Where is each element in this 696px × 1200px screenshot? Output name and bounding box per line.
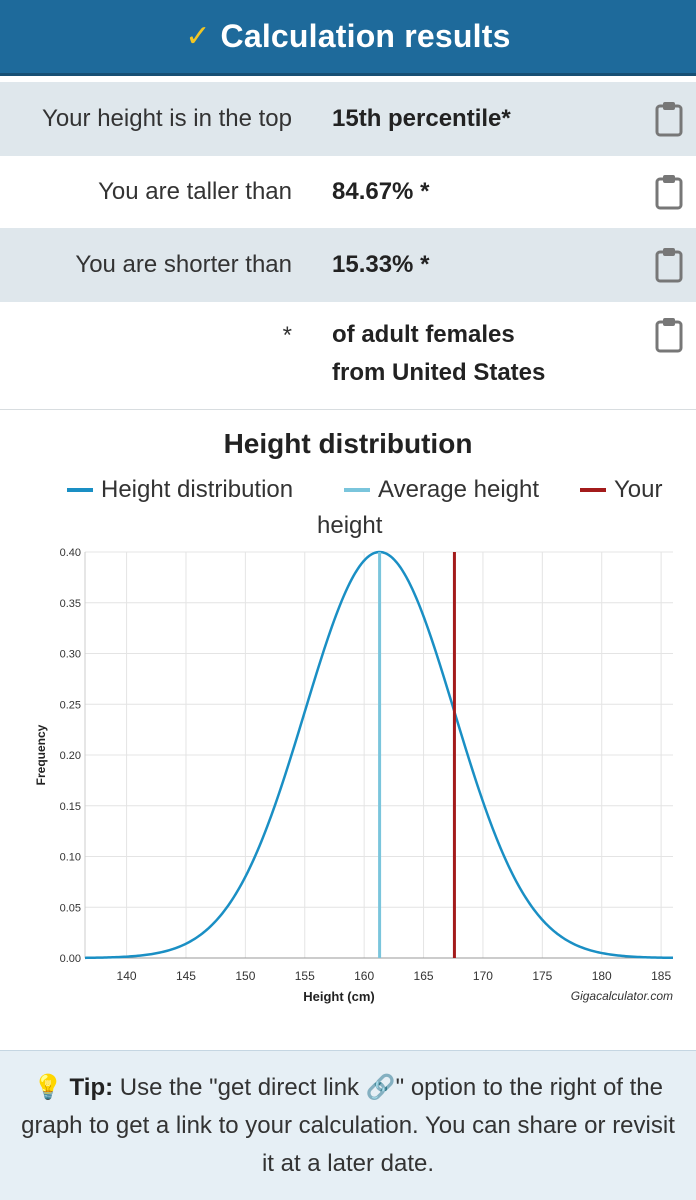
footnote-text: of adult females from United States — [332, 316, 545, 392]
result-value: 84.67% * — [332, 178, 430, 205]
results-header: ✓ Calculation results — [0, 0, 696, 76]
tip-text-before: Use the "get direct link — [113, 1074, 366, 1101]
x-tick-label: 165 — [414, 969, 434, 983]
x-tick-label: 180 — [592, 969, 612, 983]
clipboard-icon[interactable] — [654, 246, 684, 284]
y-tick-label: 0.10 — [60, 852, 81, 864]
legend-swatch — [580, 488, 606, 492]
x-tick-label: 155 — [295, 969, 315, 983]
y-axis-label: Frequency — [34, 724, 48, 785]
result-label: Your height is in the top — [42, 105, 292, 132]
result-row-footnote: * of adult females from United States — [0, 302, 696, 410]
link-icon: 🔗 — [365, 1074, 396, 1101]
result-label: You are taller than — [98, 178, 292, 205]
height-distribution-chart: 0.00 0.05 0.10 0.15 0.20 0.25 0.30 0.35 0.40 140 1… — [0, 534, 696, 1014]
clipboard-icon[interactable] — [654, 173, 684, 211]
chart-svg: 0.00 0.05 0.10 0.15 0.20 0.25 0.30 0.35 0.40 140 1… — [34, 547, 674, 1004]
page-title: Calculation results — [220, 18, 511, 54]
legend-swatch — [67, 488, 93, 492]
clipboard-icon[interactable] — [654, 316, 684, 354]
chart-credit: Gigacalculator.com — [571, 989, 673, 1003]
x-tick-label: 140 — [117, 969, 137, 983]
y-tick-label: 0.20 — [60, 750, 81, 762]
chart-legend: Height distribution Average height Your … — [0, 464, 696, 539]
x-tick-label: 150 — [235, 969, 255, 983]
result-row-shorter: You are shorter than 15.33% * — [0, 228, 696, 302]
footnote-line2: from United States — [332, 359, 546, 386]
footnote-marker: * — [282, 322, 292, 349]
result-row-taller: You are taller than 84.67% * — [0, 156, 696, 228]
x-tick-label: 170 — [473, 969, 493, 983]
tip-label: Tip: — [69, 1074, 114, 1101]
y-tick-label: 0.15 — [60, 801, 81, 813]
y-tick-label: 0.40 — [60, 547, 81, 559]
result-value: 15.33% * — [332, 251, 430, 278]
x-axis-label: Height (cm) — [303, 989, 375, 1004]
legend-label: Height distribution — [101, 476, 294, 503]
result-label: You are shorter than — [75, 251, 292, 278]
clipboard-icon[interactable] — [654, 100, 684, 138]
x-tick-label: 185 — [651, 969, 671, 983]
y-tick-label: 0.35 — [60, 598, 81, 610]
result-row-percentile: Your height is in the top 15th percentil… — [0, 82, 696, 156]
x-tick-label: 145 — [176, 969, 196, 983]
chart-title: Height distribution — [223, 428, 473, 459]
y-tick-label: 0.05 — [60, 902, 81, 914]
tip-box: 💡 Tip: Use the "get direct link 🔗" optio… — [0, 1050, 696, 1200]
legend-item-average[interactable]: Average height — [344, 476, 539, 504]
y-tick-label: 0.30 — [60, 649, 81, 661]
legend-label: Average height — [378, 476, 540, 503]
legend-label-wrap: height — [317, 512, 383, 539]
footnote-line1: of adult females — [332, 321, 515, 348]
x-tick-label: 175 — [532, 969, 552, 983]
lightbulb-icon: 💡 — [32, 1074, 63, 1101]
checkmark-icon: ✓ — [185, 20, 211, 53]
legend-swatch — [344, 488, 370, 492]
result-value: 15th percentile* — [332, 105, 511, 132]
x-tick-label: 160 — [354, 969, 374, 983]
legend-label: Your — [614, 476, 663, 503]
legend-item-your-height[interactable]: Your — [580, 476, 663, 504]
legend-item-distribution[interactable]: Height distribution — [67, 476, 293, 504]
y-tick-label: 0.00 — [60, 953, 81, 965]
y-tick-label: 0.25 — [60, 699, 81, 711]
tip-text-after: " option to the right of the graph to ge… — [21, 1074, 675, 1177]
